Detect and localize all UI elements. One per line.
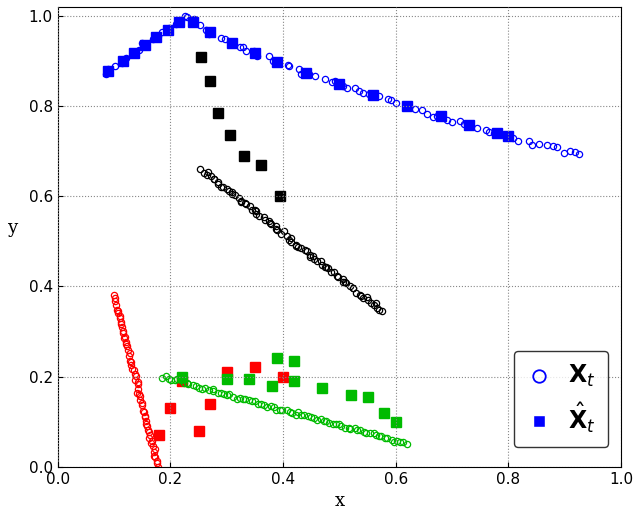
Legend: $\mathbf{X}_t$, $\hat{\mathbf{X}}_t$: $\mathbf{X}_t$, $\hat{\mathbf{X}}_t$ [514, 351, 608, 447]
Y-axis label: y: y [7, 219, 17, 237]
X-axis label: x: x [334, 492, 344, 510]
